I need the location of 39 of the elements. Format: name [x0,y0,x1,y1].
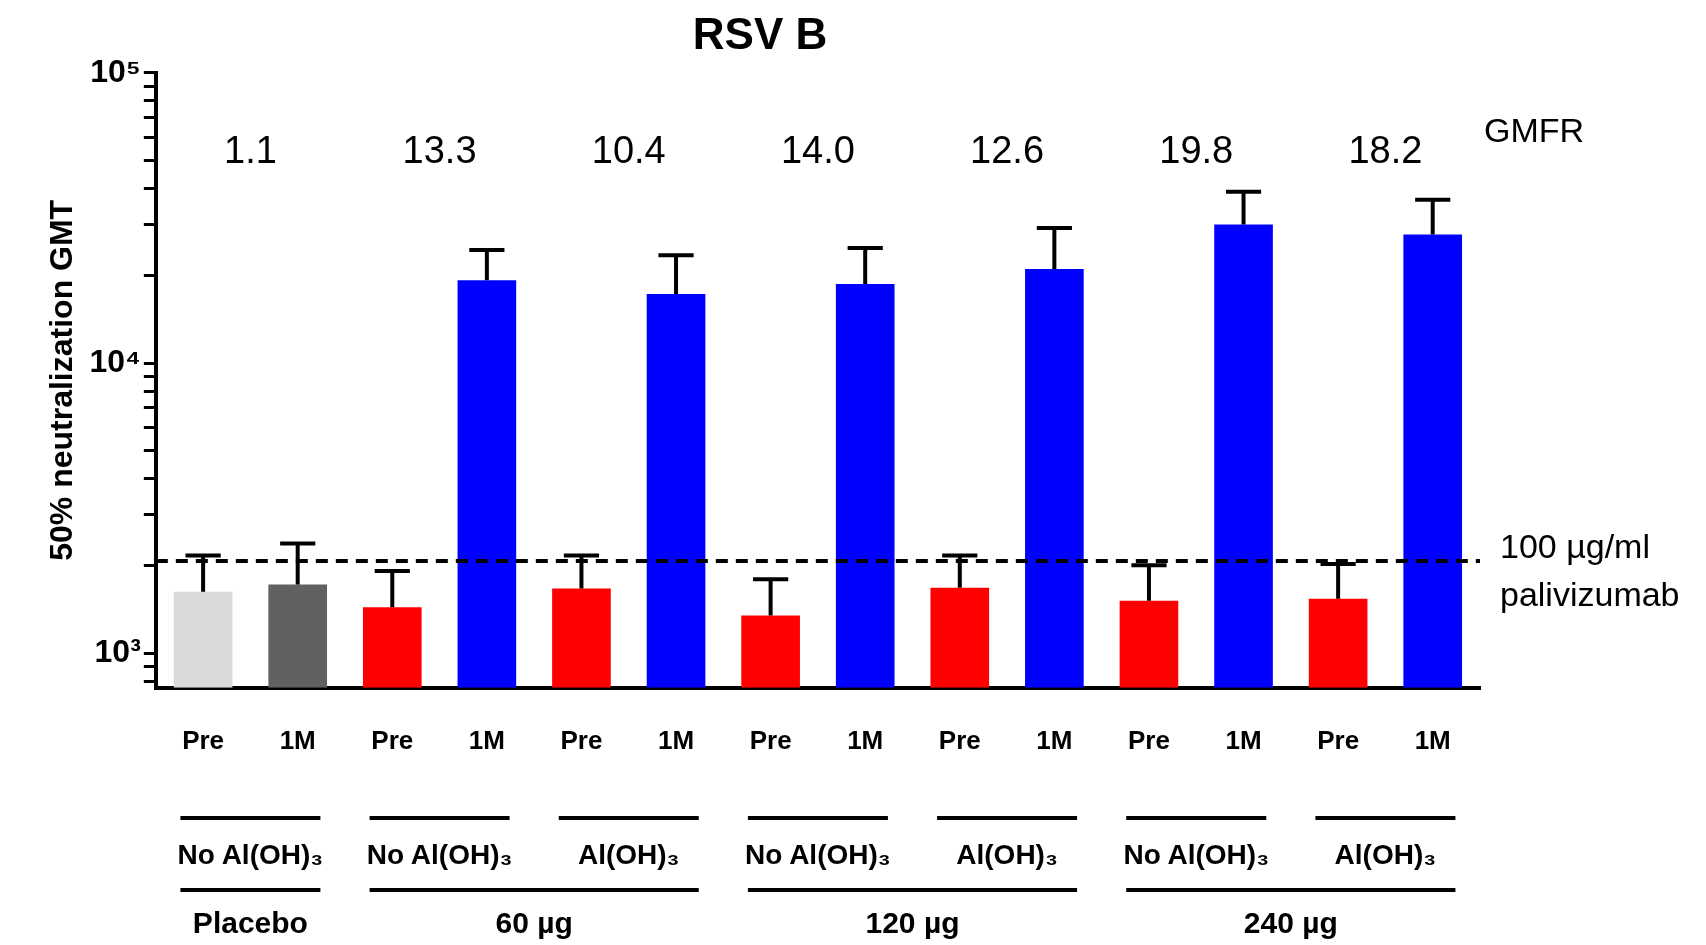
ref-line-label: 100 µg/ml palivizumab [1500,527,1680,614]
text: GMFR [1484,111,1585,150]
text: No Al(OH)₃ [1123,838,1270,870]
x-tick-label: Pre [371,724,414,755]
x-tick-label: 1M [657,724,695,755]
x-tick-label: 1M [1036,724,1073,755]
text: Placebo [192,906,308,940]
text: 60 µg [495,906,573,940]
x-tick-label: Pre [1317,724,1360,755]
x-tick-label: Pre [1127,724,1170,755]
text: Al(OH)₃ [1334,838,1437,870]
annotation: 12.6 [970,129,1045,172]
annotation: 14.0 [780,129,855,172]
text: No Al(OH)₃ [745,838,891,870]
y-axis-title: 50% neutralization GMT [43,199,80,561]
x-tick-label: 1M [1225,724,1262,755]
x-tick-label: Pre [560,724,603,755]
text: 120 µg [865,906,960,940]
x-tick-label: Pre [749,724,792,755]
annotation: 19.8 [1159,129,1234,172]
x-tick-label: Pre [182,724,225,755]
chart-title: RSV B [692,8,828,58]
x-tick-label: 1M [468,724,505,755]
y-tick-label: 10³ [94,633,141,670]
annotation: 10.4 [591,129,666,172]
x-tick-label: 1M [1414,724,1451,755]
text: Al(OH)₃ [956,838,1058,870]
y-tick-label: 10⁴ [89,342,141,379]
text: No Al(OH)₃ [366,838,513,870]
x-tick-label: Pre [938,724,981,755]
x-tick-label: 1M [279,724,316,755]
y-tick-label: 10⁵ [90,52,141,89]
text: 240 µg [1243,906,1338,940]
x-tick-label: 1M [847,724,884,755]
annotation: 13.3 [402,129,477,172]
annotation: 18.2 [1348,129,1423,172]
annotation: 1.1 [223,129,277,172]
text: No Al(OH)₃ [177,838,324,870]
text: Al(OH)₃ [577,838,680,870]
